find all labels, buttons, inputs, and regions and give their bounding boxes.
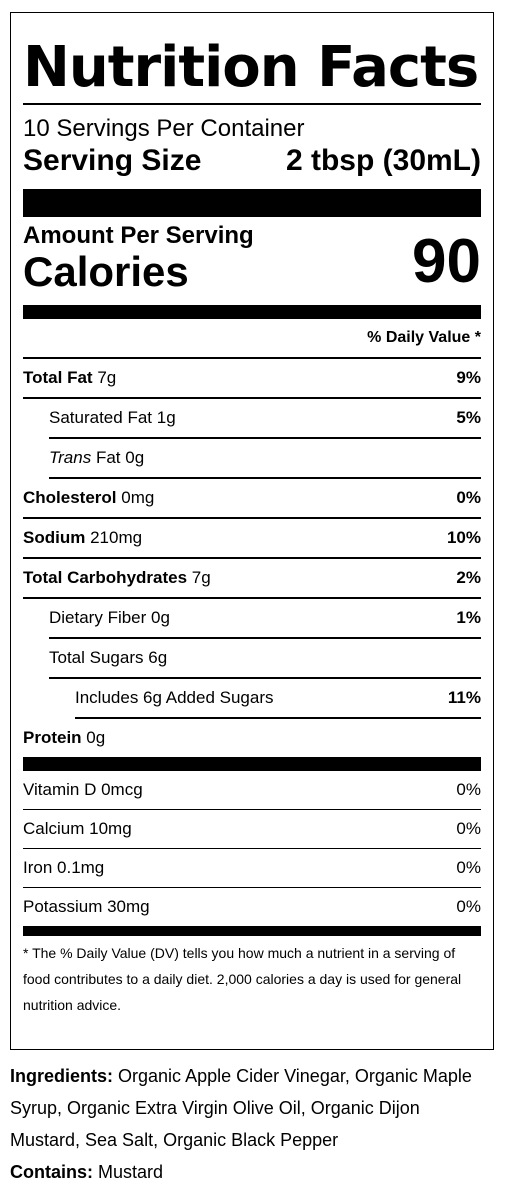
nutrient-amount: 1g bbox=[156, 408, 176, 427]
nutrient-amount: 0g bbox=[86, 728, 106, 747]
nutrition-facts-label: Nutrition Facts 10 Servings Per Containe… bbox=[10, 12, 494, 1050]
amount-per-serving: Amount Per Serving bbox=[23, 222, 254, 249]
ingredients-line: Ingredients: Organic Apple Cider Vinegar… bbox=[10, 1060, 494, 1156]
nutrient-row-cholesterol: Cholesterol 0mg 0% bbox=[23, 479, 481, 519]
nutrient-row-added-sugars: Includes 6g Added Sugars 11% bbox=[75, 679, 481, 719]
vitamin-dv: 0% bbox=[456, 819, 481, 838]
serving-size-row: Serving Size 2 tbsp (30mL) bbox=[23, 143, 481, 179]
vitamin-name: Potassium 30mg bbox=[23, 897, 150, 916]
nutrient-dv: 0% bbox=[456, 488, 481, 507]
vitamin-name: Calcium 10mg bbox=[23, 819, 132, 838]
nutrient-row-total-fat: Total Fat 7g 9% bbox=[23, 359, 481, 399]
ingredients-text: Organic Apple Cider Vinegar, Organic Map… bbox=[10, 1066, 472, 1150]
contains-line: Contains: Mustard bbox=[10, 1156, 494, 1188]
calories-labels: Amount Per Serving Calories bbox=[23, 223, 254, 295]
vitamin-dv: 0% bbox=[456, 858, 481, 877]
title-divider bbox=[23, 103, 481, 105]
daily-value-header: % Daily Value * bbox=[23, 319, 481, 359]
nutrient-row-sodium: Sodium 210mg 10% bbox=[23, 519, 481, 559]
ingredients-label: Ingredients: bbox=[10, 1066, 114, 1086]
vitamin-name: Vitamin D 0mcg bbox=[23, 780, 143, 799]
vitamin-name: Iron 0.1mg bbox=[23, 858, 105, 877]
nutrient-row-total-carbohydrates: Total Carbohydrates 7g 2% bbox=[23, 559, 481, 599]
nutrient-dv: 9% bbox=[456, 368, 481, 387]
nutrient-name-suffix: Fat bbox=[95, 448, 121, 467]
ingredients-section: Ingredients: Organic Apple Cider Vinegar… bbox=[10, 1060, 494, 1188]
nutrient-label: Dietary Fiber 0g bbox=[49, 608, 170, 628]
calories-label: Calories bbox=[23, 248, 189, 295]
nutrient-label: Total Carbohydrates 7g bbox=[23, 568, 211, 588]
vitamin-row: Calcium 10mg 0% bbox=[23, 810, 481, 849]
nutrient-name: Saturated Fat bbox=[49, 408, 153, 427]
nutrient-row-dietary-fiber: Dietary Fiber 0g 1% bbox=[49, 599, 481, 639]
daily-value-footnote: * The % Daily Value (DV) tells you how m… bbox=[23, 945, 462, 1013]
nutrient-dv: 1% bbox=[456, 608, 481, 627]
vitamin-dv: 0% bbox=[456, 780, 481, 799]
nutrient-amount: 7g bbox=[191, 568, 211, 587]
footnote-divider bbox=[23, 926, 481, 936]
nutrient-label: Trans Fat 0g bbox=[49, 448, 144, 468]
nutrient-amount: 0g bbox=[125, 448, 145, 467]
nutrient-dv: 10% bbox=[446, 528, 481, 547]
nutrient-row-protein: Protein 0g bbox=[23, 719, 481, 757]
vitamins-divider bbox=[23, 757, 481, 771]
nutrient-amount: 0g bbox=[151, 608, 170, 627]
nutrient-name: Includes 6g Added Sugars bbox=[75, 688, 274, 707]
nutrient-name: Cholesterol bbox=[23, 488, 117, 507]
calories-section: Amount Per Serving Calories 90 bbox=[23, 223, 481, 295]
nutrient-dv: 2% bbox=[456, 568, 481, 587]
nutrient-name: Sodium bbox=[23, 528, 86, 547]
nutrient-amount: 0mg bbox=[121, 488, 155, 507]
serving-size-label: Serving Size bbox=[23, 144, 202, 177]
nutrient-amount: 6g bbox=[148, 648, 168, 667]
nutrient-amount: 7g bbox=[97, 368, 117, 387]
vitamin-row: Vitamin D 0mcg 0% bbox=[23, 771, 481, 810]
label-title: Nutrition Facts bbox=[23, 35, 479, 100]
vitamin-dv: 0% bbox=[456, 897, 481, 916]
nutrient-label: Total Fat 7g bbox=[23, 368, 116, 388]
nutrient-label: Includes 6g Added Sugars bbox=[75, 688, 273, 708]
nutrient-amount: 210mg bbox=[90, 528, 143, 547]
nutrient-dv: 11% bbox=[447, 688, 481, 707]
nutrient-row-saturated-fat: Saturated Fat 1g 5% bbox=[49, 399, 481, 439]
serving-size-value: 2 tbsp (30mL) bbox=[285, 144, 481, 177]
vitamin-row: Iron 0.1mg 0% bbox=[23, 849, 481, 888]
nutrient-dv: 5% bbox=[456, 408, 481, 427]
nutrient-name: Total Sugars bbox=[49, 648, 144, 667]
contains-text: Mustard bbox=[98, 1162, 164, 1182]
nutrient-name: Total Fat bbox=[23, 368, 93, 387]
nutrient-name: Trans bbox=[49, 448, 92, 467]
calories-value: 90 bbox=[412, 227, 481, 296]
nutrient-name: Dietary Fiber bbox=[49, 608, 147, 627]
nutrient-label: Protein 0g bbox=[23, 728, 105, 748]
nutrient-name: Total Carbohydrates bbox=[23, 568, 188, 587]
heavy-divider bbox=[23, 189, 481, 217]
nutrient-name: Protein bbox=[23, 728, 82, 747]
nutrient-row-trans-fat: Trans Fat 0g bbox=[49, 439, 481, 479]
servings-per-container: 10 Servings Per Container bbox=[23, 115, 305, 142]
nutrient-label: Total Sugars 6g bbox=[49, 648, 167, 668]
vitamin-row: Potassium 30mg 0% bbox=[23, 888, 481, 926]
nutrient-row-total-sugars: Total Sugars 6g bbox=[49, 639, 481, 679]
contains-label: Contains: bbox=[10, 1162, 93, 1182]
medium-divider bbox=[23, 305, 481, 319]
nutrient-label: Sodium 210mg bbox=[23, 528, 142, 548]
nutrient-label: Cholesterol 0mg bbox=[23, 488, 154, 508]
nutrient-label: Saturated Fat 1g bbox=[49, 408, 176, 428]
